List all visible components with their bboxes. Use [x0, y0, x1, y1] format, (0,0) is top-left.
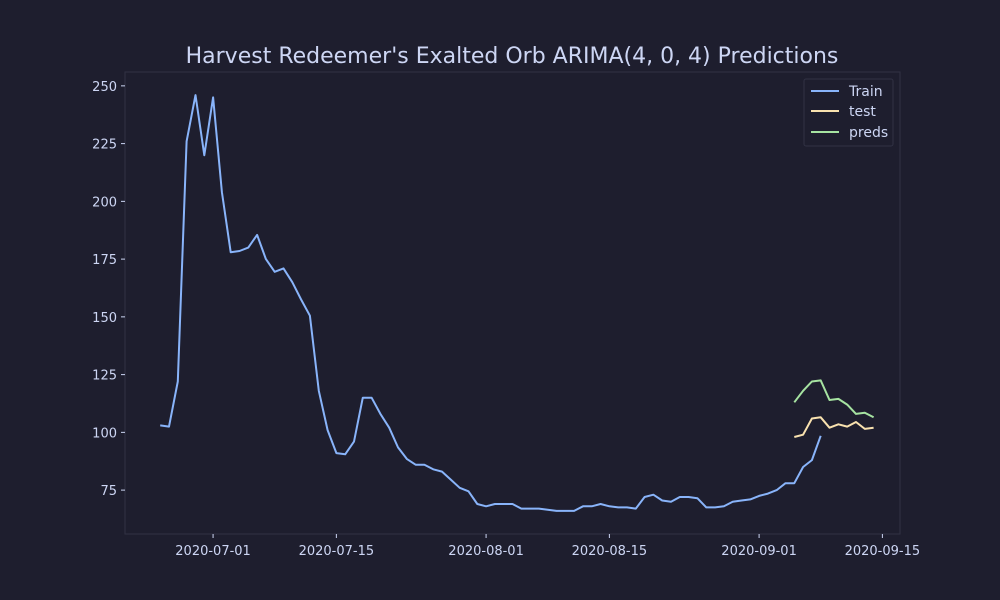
series-line-train	[160, 94, 822, 512]
legend-label-train: Train	[848, 84, 883, 100]
y-tick-label: 175	[92, 253, 117, 268]
y-tick-label: 225	[92, 138, 117, 153]
legend-box	[803, 78, 894, 147]
legend-label-test: test	[849, 104, 876, 120]
series-line-test	[794, 416, 874, 438]
plot-area	[124, 71, 901, 535]
x-tick-label: 2020-08-15	[572, 544, 648, 559]
y-tick-label: 100	[92, 426, 117, 441]
x-tick-label: 2020-07-01	[175, 544, 251, 559]
y-tick-label: 150	[92, 311, 117, 326]
x-tick-label: 2020-07-15	[299, 544, 375, 559]
series-layer	[160, 94, 875, 512]
chart-title: Harvest Redeemer's Exalted Orb ARIMA(4, …	[186, 44, 839, 69]
x-axis: 2020-07-01 2020-07-15 2020-08-01 2020-08-15…	[175, 534, 920, 559]
y-tick-label: 250	[92, 80, 117, 95]
legend-label-preds: preds	[849, 125, 888, 141]
y-tick-label: 125	[92, 369, 117, 384]
series-line-preds	[793, 379, 875, 419]
x-tick-label: 2020-09-01	[721, 544, 797, 559]
y-axis: 75 100 125 150 175 200 225 250	[92, 80, 125, 499]
legend: Train test preds	[803, 78, 894, 147]
x-tick-label: 2020-08-01	[448, 544, 524, 559]
x-tick-label: 2020-09-15	[845, 544, 921, 559]
y-tick-label: 200	[92, 195, 117, 210]
y-tick-label: 75	[100, 484, 117, 499]
